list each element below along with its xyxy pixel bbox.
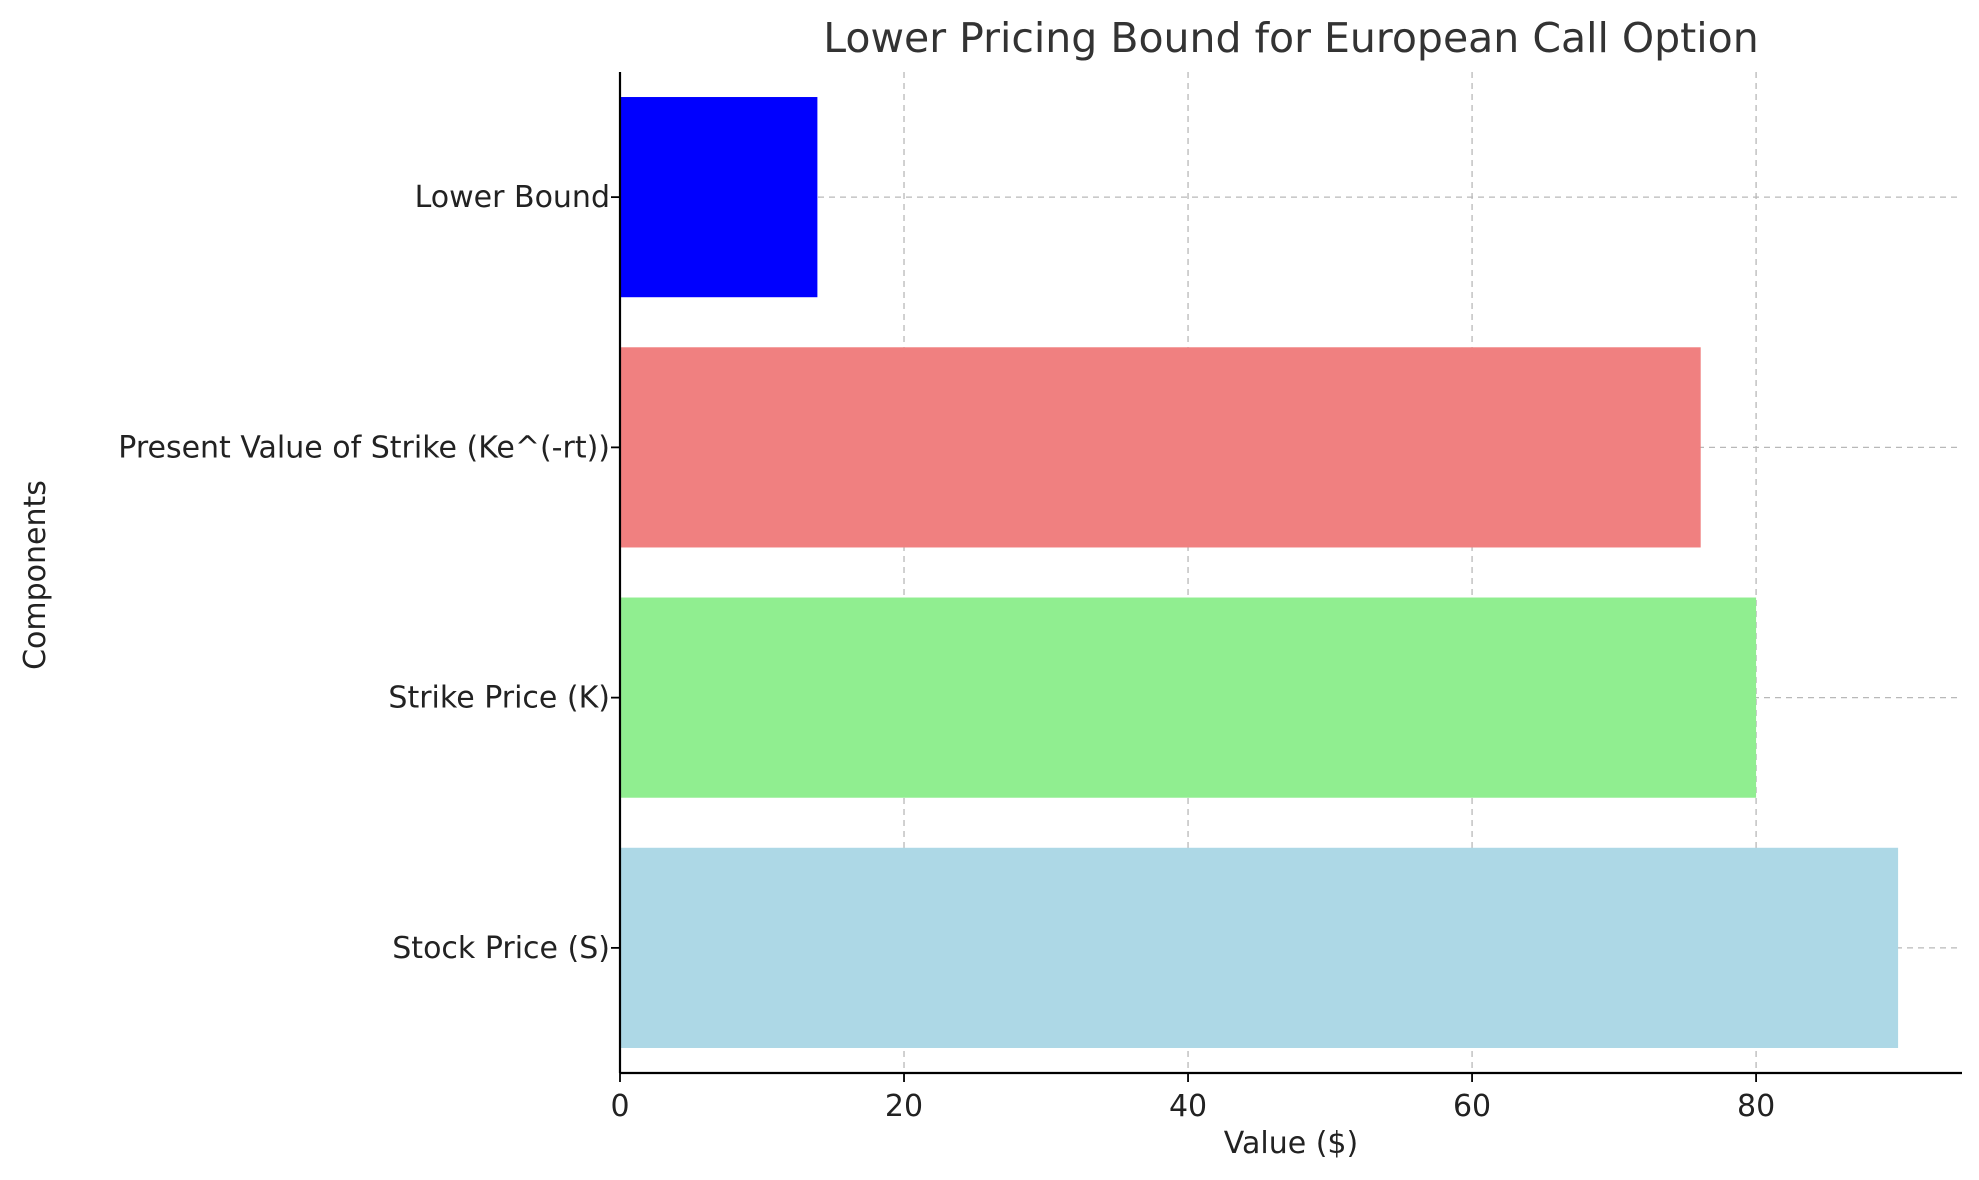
bar-1 [620,597,1757,798]
category-label: Strike Price (K) [388,681,610,716]
x-tick-label: 40 [1169,1089,1207,1124]
axes-layer [618,72,1962,1075]
category-label: Present Value of Strike (Ke^(-rt)) [118,430,610,465]
bar-2 [620,347,1701,548]
category-label: Lower Bound [415,180,610,215]
x-tick-label: 60 [1453,1089,1491,1124]
bar-0 [620,847,1899,1048]
x-tick-label: 80 [1737,1089,1775,1124]
category-label: Stock Price (S) [392,931,610,966]
y-axis-label: Components [18,480,53,670]
x-axis-label: Value ($) [1224,1126,1358,1161]
x-tick-label: 0 [610,1089,629,1124]
bar-3 [620,97,818,298]
ticks-layer: 0 20 40 60 80 Stock Price (S) Strike Price (K)… [118,180,1775,1124]
chart-title: Lower Pricing Bound for European Call Op… [823,14,1758,62]
x-tick-label: 20 [885,1089,923,1124]
bars-layer [620,97,1899,1048]
